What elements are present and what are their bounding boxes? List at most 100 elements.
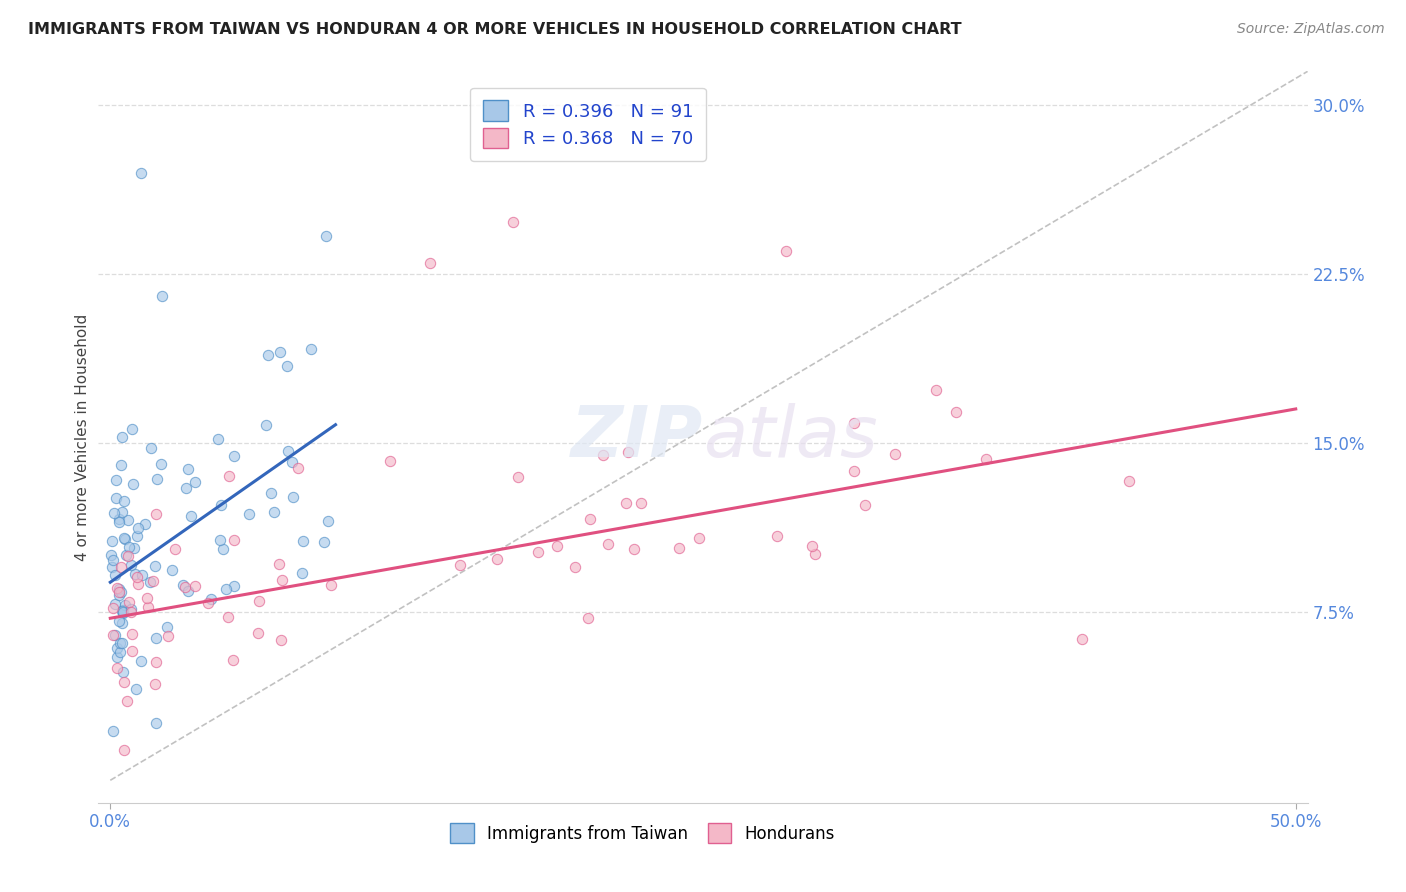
Point xyxy=(247,626,270,640)
Point xyxy=(180,508,202,523)
Point xyxy=(197,596,219,610)
Point xyxy=(121,422,143,436)
Point xyxy=(449,558,471,573)
Point xyxy=(121,644,143,658)
Point xyxy=(134,516,156,531)
Point xyxy=(117,694,139,708)
Point xyxy=(107,640,129,655)
Point xyxy=(105,491,128,505)
Point xyxy=(269,344,291,359)
Point xyxy=(146,472,169,486)
Point xyxy=(127,570,149,584)
Point xyxy=(143,559,166,574)
Point xyxy=(131,567,153,582)
Point xyxy=(112,494,135,508)
Point xyxy=(853,498,876,512)
Point xyxy=(576,611,599,625)
Point xyxy=(111,636,134,650)
Point xyxy=(108,511,131,525)
Point xyxy=(101,628,124,642)
Point xyxy=(104,628,127,642)
Point xyxy=(222,653,245,667)
Legend: Immigrants from Taiwan, Hondurans: Immigrants from Taiwan, Hondurans xyxy=(443,817,842,849)
Point xyxy=(124,566,146,581)
Point xyxy=(844,464,866,478)
Point xyxy=(136,600,159,615)
Point xyxy=(100,533,122,548)
Point xyxy=(111,604,134,618)
Point xyxy=(150,457,173,471)
Point xyxy=(174,581,197,595)
Point xyxy=(579,512,602,526)
Point xyxy=(257,348,280,362)
Point xyxy=(207,432,229,446)
Point xyxy=(212,541,235,556)
Point xyxy=(270,633,292,648)
Point xyxy=(117,549,139,564)
Point xyxy=(105,661,128,675)
Point xyxy=(111,615,134,630)
Point xyxy=(312,534,335,549)
Point xyxy=(803,547,825,561)
Point xyxy=(209,533,232,548)
Point xyxy=(110,458,132,472)
Point xyxy=(277,443,299,458)
Point xyxy=(105,650,128,665)
Point xyxy=(105,581,128,595)
Point xyxy=(976,452,998,467)
Y-axis label: 4 or more Vehicles in Household: 4 or more Vehicles in Household xyxy=(75,313,90,561)
Point xyxy=(111,429,134,443)
Point xyxy=(125,681,148,696)
Point xyxy=(110,645,132,659)
Point xyxy=(260,486,283,500)
Point xyxy=(630,496,652,510)
Point xyxy=(152,289,174,303)
Point xyxy=(111,665,134,679)
Point xyxy=(506,470,529,484)
Point xyxy=(486,552,509,566)
Point xyxy=(118,541,141,555)
Point xyxy=(301,342,323,356)
Point xyxy=(617,445,640,459)
Point xyxy=(1071,632,1094,646)
Point xyxy=(129,654,152,668)
Point xyxy=(291,566,314,580)
Point xyxy=(162,563,184,577)
Point xyxy=(172,578,194,592)
Point xyxy=(218,469,240,483)
Point xyxy=(319,577,342,591)
Point xyxy=(112,606,135,620)
Point xyxy=(502,215,524,229)
Point xyxy=(114,598,136,612)
Point xyxy=(110,584,132,599)
Point xyxy=(842,416,865,430)
Point xyxy=(668,541,690,556)
Point xyxy=(224,533,246,548)
Point xyxy=(145,631,167,645)
Point xyxy=(281,490,304,504)
Point xyxy=(271,573,294,587)
Point xyxy=(111,505,134,519)
Point xyxy=(101,553,124,567)
Point xyxy=(263,505,285,519)
Point xyxy=(269,557,291,571)
Point xyxy=(118,595,141,609)
Point xyxy=(124,541,146,555)
Point xyxy=(139,574,162,589)
Point xyxy=(546,539,568,553)
Point xyxy=(145,508,167,522)
Point xyxy=(103,506,125,520)
Point xyxy=(419,255,441,269)
Point xyxy=(112,531,135,545)
Point xyxy=(688,531,710,545)
Point xyxy=(112,605,135,619)
Point xyxy=(200,591,222,606)
Point xyxy=(107,614,129,628)
Point xyxy=(108,588,131,602)
Point xyxy=(177,583,200,598)
Point xyxy=(120,605,142,619)
Point xyxy=(800,539,823,553)
Text: ZIP: ZIP xyxy=(571,402,703,472)
Point xyxy=(129,166,152,180)
Point xyxy=(127,521,149,535)
